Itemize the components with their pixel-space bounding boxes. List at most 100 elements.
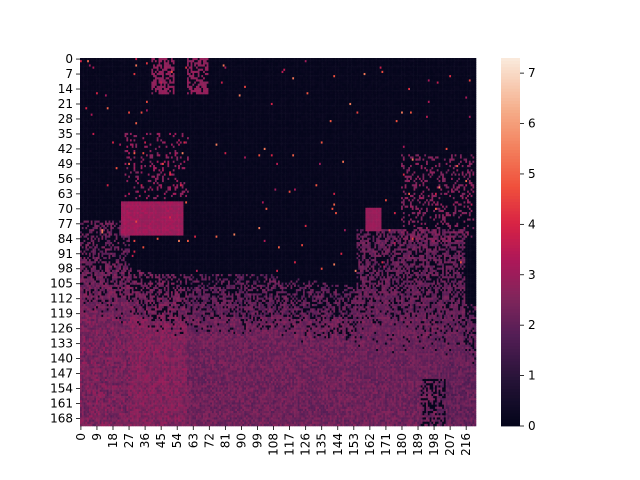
heatmap-cell xyxy=(297,90,300,93)
heatmap-cell xyxy=(399,92,402,95)
heatmap-cell xyxy=(470,85,473,89)
heatmap-cell xyxy=(99,75,102,78)
heatmap-cell xyxy=(349,81,352,84)
heatmap-cell xyxy=(96,75,99,78)
heatmap-cell xyxy=(324,77,327,80)
heatmap-cell xyxy=(151,98,154,102)
heatmap-cell xyxy=(417,66,420,69)
heatmap-cell xyxy=(179,66,182,69)
heatmap-cell xyxy=(308,66,311,69)
heatmap-cell xyxy=(329,62,332,65)
heatmap-cell xyxy=(356,68,359,72)
heatmap-cell xyxy=(265,66,268,69)
heatmap-cell xyxy=(290,79,293,82)
heatmap-cell xyxy=(402,102,405,106)
heatmap-cell xyxy=(215,98,218,102)
heatmap-cell xyxy=(388,81,391,84)
heatmap-cell xyxy=(288,90,291,93)
heatmap-cell xyxy=(122,62,125,65)
heatmap-cell xyxy=(176,79,179,82)
heatmap-cell xyxy=(158,98,161,102)
heatmap-cell xyxy=(363,100,366,104)
heatmap-cell xyxy=(406,87,409,91)
heatmap-cell xyxy=(374,87,377,91)
heatmap-cell xyxy=(149,100,152,104)
heatmap-cell xyxy=(212,98,215,102)
heatmap-cell xyxy=(106,98,109,102)
heatmap-cell xyxy=(354,90,357,93)
heatmap-cell xyxy=(203,75,206,78)
heatmap-cell xyxy=(101,77,104,80)
heatmap-cell xyxy=(256,68,259,72)
heatmap-cell xyxy=(274,96,277,99)
heatmap-cell xyxy=(333,81,336,84)
heatmap-cell xyxy=(272,75,275,78)
heatmap-cell xyxy=(238,87,241,91)
heatmap-cell xyxy=(142,72,145,76)
heatmap-cell xyxy=(103,79,106,82)
heatmap-cell xyxy=(278,87,281,91)
heatmap-cell xyxy=(410,58,413,61)
heatmap-cell xyxy=(106,81,109,84)
heatmap-cell xyxy=(434,98,438,102)
heatmap-cell xyxy=(137,96,140,99)
heatmap-cell xyxy=(187,85,190,89)
heatmap-cell xyxy=(106,79,109,82)
heatmap-cell xyxy=(281,83,284,87)
heatmap-cell xyxy=(128,75,131,78)
heatmap-cell xyxy=(286,98,289,102)
heatmap-cell xyxy=(87,90,90,93)
heatmap-cell xyxy=(187,90,190,93)
heatmap-cell xyxy=(113,92,116,95)
heatmap-cell xyxy=(163,72,166,76)
heatmap-cell xyxy=(226,70,229,74)
heatmap-cell xyxy=(179,81,182,84)
heatmap-cell xyxy=(434,102,438,106)
heatmap-cell xyxy=(101,102,104,106)
heatmap-cell xyxy=(451,83,454,87)
heatmap-cell xyxy=(288,70,291,74)
heatmap-cell xyxy=(90,94,93,97)
heatmap-cell xyxy=(204,100,207,104)
heatmap-cell xyxy=(245,72,248,76)
heatmap-cell xyxy=(245,81,248,84)
heatmap-cell xyxy=(113,98,116,102)
heatmap-cell xyxy=(465,64,468,67)
heatmap-cell xyxy=(228,75,231,78)
heatmap-cell xyxy=(122,102,125,106)
heatmap-cell xyxy=(199,62,202,65)
heatmap-cell xyxy=(442,64,445,67)
heatmap-cell xyxy=(392,66,395,69)
heatmap-cell xyxy=(249,60,252,63)
heatmap-cell xyxy=(92,90,95,93)
heatmap-cell xyxy=(331,68,334,72)
heatmap-cell xyxy=(258,96,261,99)
heatmap-cell xyxy=(290,83,293,87)
heatmap-cell xyxy=(451,72,454,76)
heatmap-cell xyxy=(110,64,113,67)
heatmap-cell xyxy=(167,83,170,87)
heatmap-cell xyxy=(278,90,281,93)
heatmap-cell xyxy=(336,96,339,99)
heatmap-cell xyxy=(451,68,454,72)
heatmap-cell xyxy=(251,64,254,67)
heatmap-cell xyxy=(244,83,247,87)
heatmap-cell xyxy=(393,75,397,78)
heatmap-cell xyxy=(361,81,364,84)
heatmap-cell xyxy=(80,94,83,97)
heatmap-cell xyxy=(270,72,273,76)
heatmap-cell xyxy=(83,68,86,72)
heatmap-cell xyxy=(279,64,282,67)
heatmap-cell xyxy=(153,60,156,63)
heatmap-cell xyxy=(374,79,377,82)
heatmap-cell xyxy=(85,72,88,76)
heatmap-cell xyxy=(276,68,279,72)
heatmap-cell xyxy=(185,81,188,84)
heatmap-cell xyxy=(427,102,430,106)
heatmap-cell xyxy=(331,60,334,63)
heatmap-cell xyxy=(427,72,430,76)
heatmap-cell xyxy=(331,83,334,87)
heatmap-cell xyxy=(340,90,343,93)
heatmap-cell xyxy=(367,102,370,106)
heatmap-cell xyxy=(302,81,306,84)
